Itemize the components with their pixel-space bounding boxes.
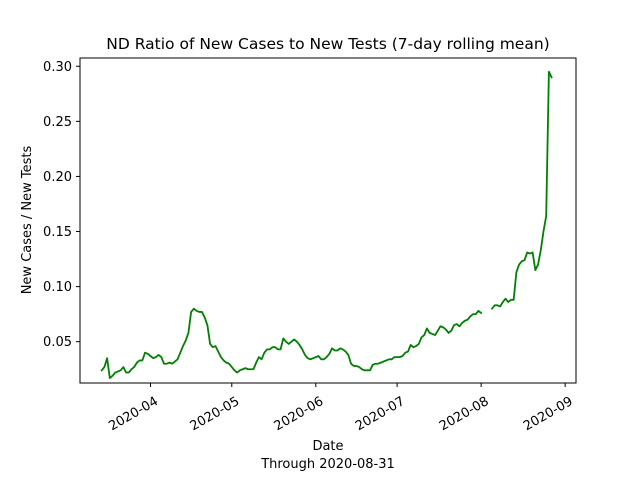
y-axis: 0.05 0.10 0.15 0.20 0.25 0.30 bbox=[43, 60, 80, 350]
y-tick-label: 0.30 bbox=[43, 60, 72, 75]
plot-frame bbox=[79, 57, 577, 384]
x-axis-label: Date bbox=[312, 439, 343, 454]
series-line-segment bbox=[100, 307, 483, 379]
y-tick-label: 0.20 bbox=[43, 170, 72, 185]
plot-lines bbox=[100, 70, 553, 379]
y-tick-label: 0.15 bbox=[43, 225, 72, 240]
x-axis-note: Through 2020-08-31 bbox=[260, 457, 395, 472]
y-tick-label: 0.10 bbox=[43, 280, 72, 295]
y-tick-label: 0.05 bbox=[43, 335, 72, 350]
y-axis-label: New Cases / New Tests bbox=[20, 145, 35, 294]
y-tick-label: 0.25 bbox=[43, 115, 72, 130]
chart-title: ND Ratio of New Cases to New Tests (7-da… bbox=[106, 35, 549, 53]
series-line-segment bbox=[490, 70, 553, 310]
